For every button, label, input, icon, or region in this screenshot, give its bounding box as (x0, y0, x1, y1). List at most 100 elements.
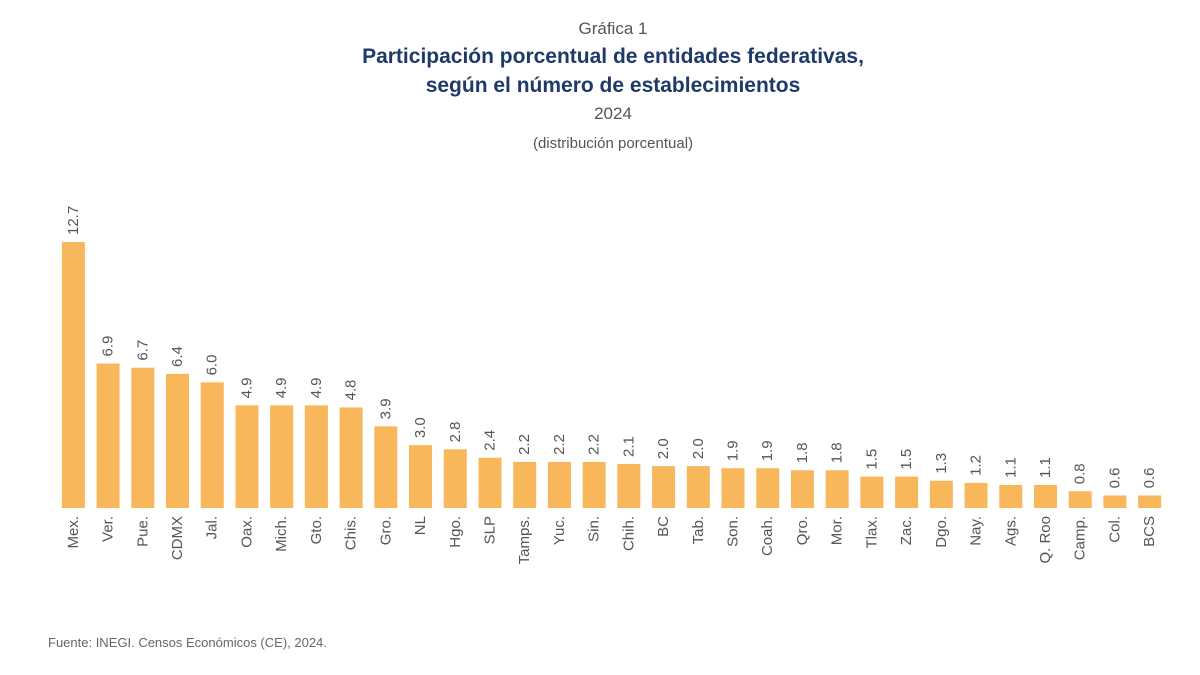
bar (131, 367, 155, 508)
chart-note: (distribución porcentual) (533, 135, 693, 152)
bar (166, 373, 190, 508)
chart-title: según el número de establecimientos (426, 74, 801, 97)
x-tick-label: Q. Roo (1037, 516, 1054, 564)
value-label: 4.9 (308, 378, 325, 399)
bar (443, 449, 467, 508)
x-tick-label: Hgo. (447, 516, 464, 548)
chart-label: Gráfica 1 (579, 19, 648, 38)
value-label: 1.5 (898, 449, 915, 470)
bar (790, 470, 814, 508)
bar (999, 484, 1023, 508)
x-tick-label: Zac. (898, 516, 915, 545)
bar (61, 242, 85, 508)
bar (1138, 495, 1162, 508)
x-tick-label: Sin. (586, 516, 603, 542)
x-tick-label: Col. (1106, 516, 1123, 543)
value-label: 1.3 (933, 453, 950, 474)
x-tick-label: Dgo. (933, 516, 950, 548)
x-tick-label: CDMX (169, 516, 186, 560)
value-label: 2.4 (481, 430, 498, 451)
value-label: 2.8 (447, 421, 464, 442)
value-label: 6.4 (169, 346, 186, 367)
value-label: 2.0 (690, 438, 707, 459)
bar (964, 482, 988, 508)
x-tick-label: Camp. (1072, 516, 1089, 560)
value-label: 6.9 (100, 336, 117, 357)
value-label: 1.5 (863, 449, 880, 470)
x-tick-label: Oax. (238, 516, 255, 548)
bar (929, 480, 953, 508)
value-label: 1.1 (1002, 457, 1019, 478)
bar (270, 405, 294, 508)
bar (652, 466, 676, 508)
value-label: 3.0 (412, 417, 429, 438)
value-label: 1.8 (829, 442, 846, 463)
x-tick-label: Jal. (204, 516, 221, 539)
x-tick-label: Yuc. (551, 516, 568, 545)
bar (686, 466, 710, 508)
bar (235, 405, 259, 508)
x-tick-label: Chih. (620, 516, 637, 551)
source: Fuente: INEGI. Censos Económicos (CE), 2… (48, 635, 327, 650)
value-label: 2.0 (655, 438, 672, 459)
bar (860, 476, 884, 508)
value-label: 6.7 (134, 340, 151, 361)
x-tick-label: Qro. (794, 516, 811, 545)
bar (200, 382, 224, 508)
value-label: 1.2 (968, 455, 985, 476)
bar (513, 461, 537, 508)
value-label: 2.2 (551, 434, 568, 455)
x-tick-label: Gto. (308, 516, 325, 544)
value-label: 1.8 (794, 442, 811, 463)
x-tick-label: Pue. (134, 516, 151, 547)
value-label: 1.9 (759, 440, 776, 461)
x-tick-label: Tamps. (516, 516, 533, 564)
bar (478, 457, 502, 508)
bar (374, 426, 398, 508)
x-tick-label: Tab. (690, 516, 707, 544)
x-tick-label: Coah. (759, 516, 776, 556)
value-label: 0.6 (1141, 468, 1158, 489)
value-label: 12.7 (65, 206, 82, 235)
bar (582, 461, 606, 508)
bar (547, 461, 571, 508)
value-label: 4.9 (238, 378, 255, 399)
x-tick-label: Ags. (1002, 516, 1019, 546)
x-tick-label: Mor. (829, 516, 846, 545)
bar (1068, 491, 1092, 508)
x-tick-label: Son. (725, 516, 742, 547)
bar (409, 445, 433, 508)
value-label: 2.1 (620, 436, 637, 457)
x-tick-label: SLP (481, 516, 498, 544)
value-label: 2.2 (516, 434, 533, 455)
x-tick-label: NL (412, 516, 429, 535)
bar (721, 468, 745, 508)
x-tick-label: Tlax. (863, 516, 880, 549)
bar (339, 407, 363, 508)
x-tick-label: Ver. (100, 516, 117, 542)
bar (1033, 484, 1057, 508)
x-tick-label: Chis. (343, 516, 360, 550)
value-label: 4.9 (273, 378, 290, 399)
value-label: 0.8 (1072, 463, 1089, 484)
bar (96, 363, 120, 508)
value-label: 1.9 (725, 440, 742, 461)
bar (1103, 495, 1127, 508)
x-tick-label: Mich. (273, 516, 290, 552)
value-label: 1.1 (1037, 457, 1054, 478)
bar (756, 468, 780, 508)
chart-subtitle: 2024 (594, 104, 632, 123)
bar (617, 464, 641, 508)
bar (825, 470, 849, 508)
x-tick-label: BC (655, 516, 672, 537)
value-label: 6.0 (204, 354, 221, 375)
x-tick-label: Gro. (377, 516, 394, 545)
bar (895, 476, 919, 508)
value-label: 3.9 (377, 398, 394, 419)
value-label: 0.6 (1106, 468, 1123, 489)
value-label: 4.8 (343, 380, 360, 401)
chart-title: Participación porcentual de entidades fe… (362, 45, 864, 68)
value-label: 2.2 (586, 434, 603, 455)
bar (304, 405, 328, 508)
